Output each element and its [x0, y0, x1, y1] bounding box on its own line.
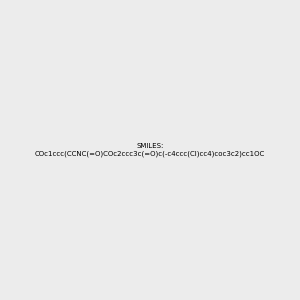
Text: SMILES:
COc1ccc(CCNC(=O)COc2ccc3c(=O)c(-c4ccc(Cl)cc4)coc3c2)cc1OC: SMILES: COc1ccc(CCNC(=O)COc2ccc3c(=O)c(-…: [35, 143, 265, 157]
